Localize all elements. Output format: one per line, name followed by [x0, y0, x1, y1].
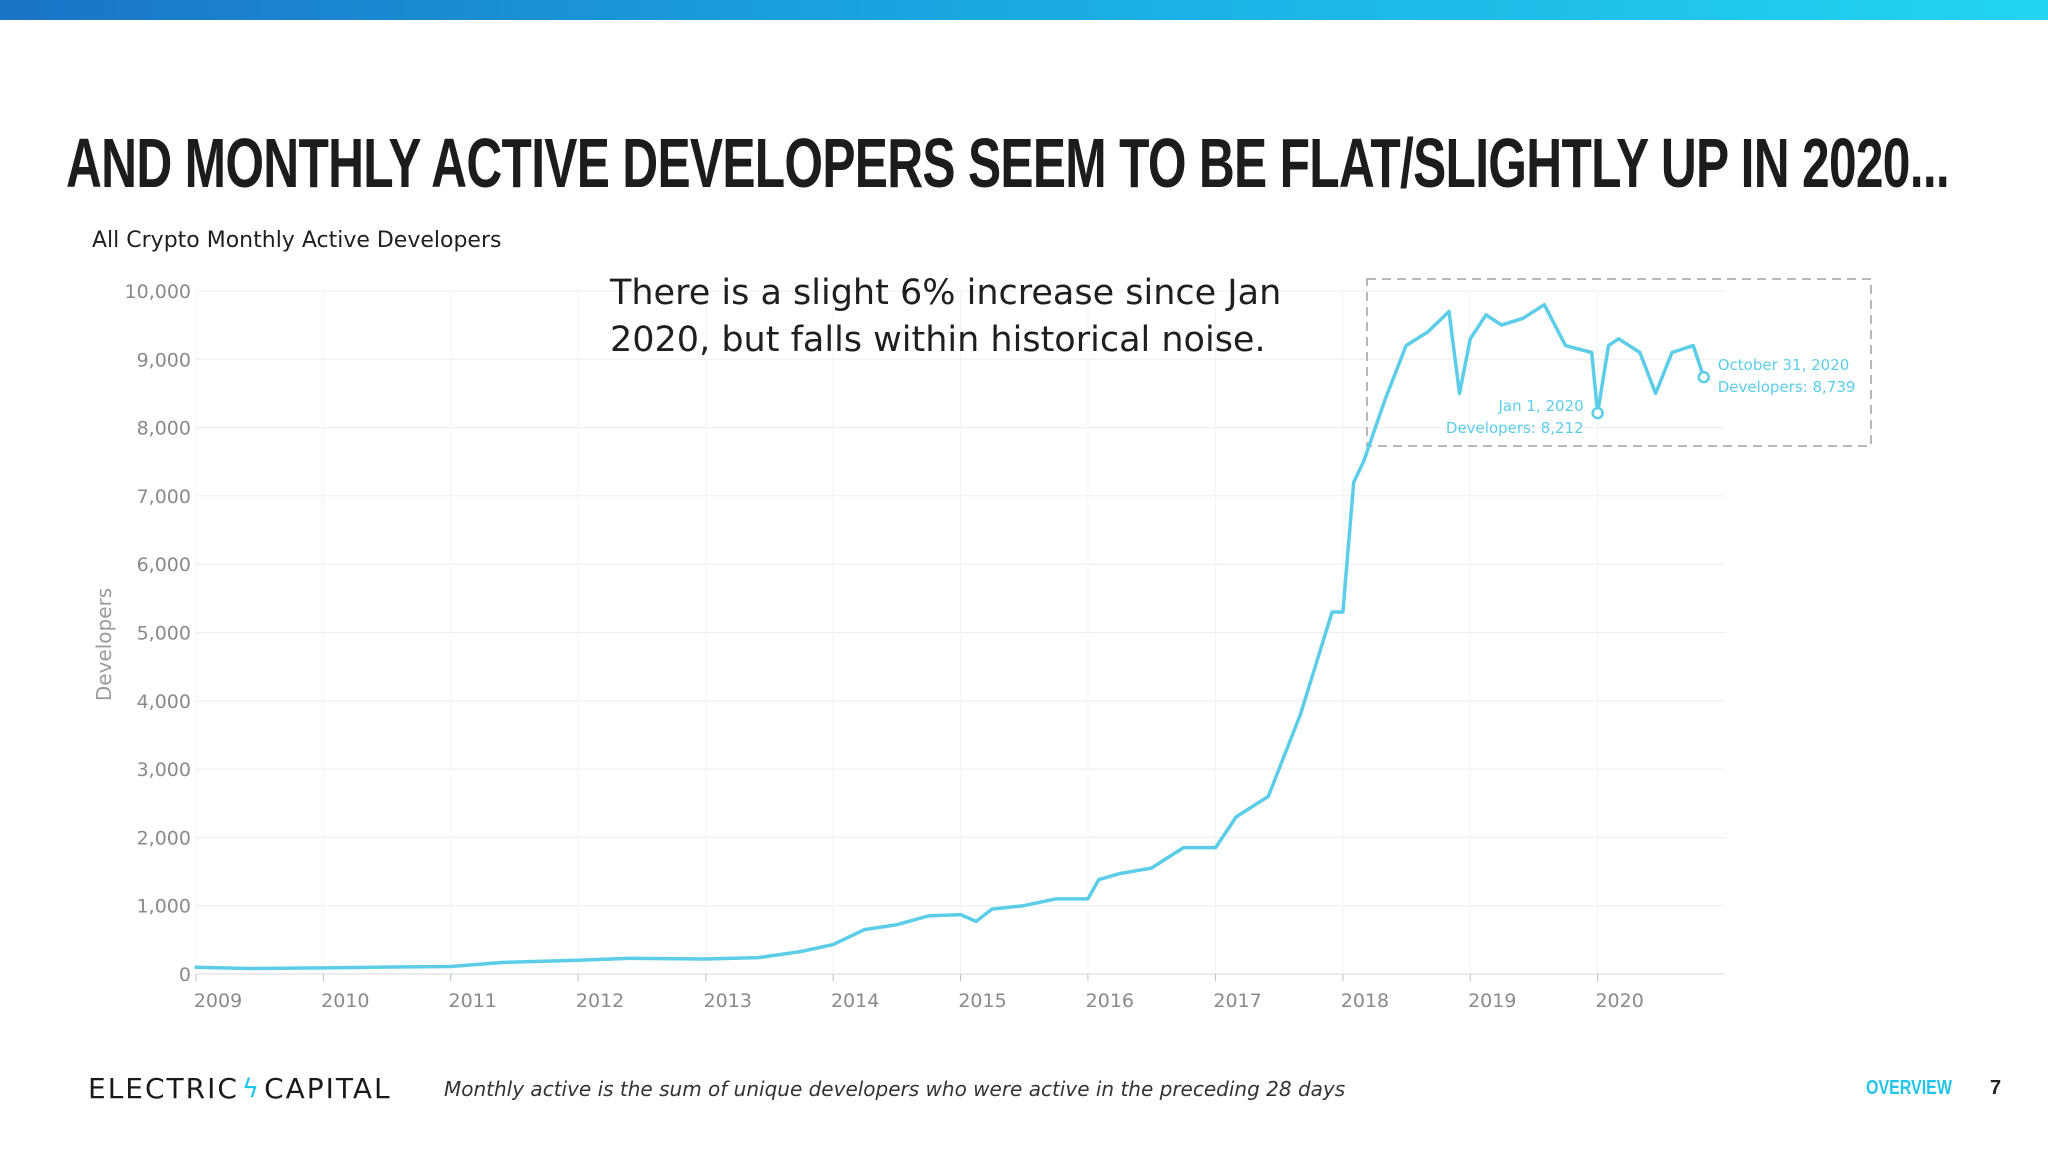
y-tick-label: 0 — [179, 964, 191, 986]
page-number: 7 — [1990, 1077, 2002, 1099]
y-tick-label: 7,000 — [137, 486, 191, 508]
annotation-marker — [1697, 370, 1710, 384]
logo-word-right: CAPITAL — [264, 1072, 392, 1105]
y-tick-label: 5,000 — [137, 623, 191, 645]
y-tick-label: 2,000 — [137, 827, 191, 849]
top-accent-bar — [0, 0, 2048, 20]
x-tick-label: 2020 — [1595, 990, 1643, 1012]
y-tick-label: 4,000 — [137, 691, 191, 713]
annotation-date-label: Jan 1, 2020 — [1497, 397, 1583, 415]
x-tick-label: 2009 — [194, 990, 242, 1012]
annotation-value-label: Developers: 8,739 — [1718, 378, 1856, 396]
annotation-marker — [1591, 406, 1604, 420]
slide-title: And monthly active developers seem to be… — [66, 124, 1950, 202]
x-tick-label: 2011 — [449, 990, 497, 1012]
annotation-text: There is a slight 6% increase since Jan … — [610, 273, 1282, 360]
chart-grid — [195, 290, 1725, 975]
x-tick-label: 2014 — [831, 990, 879, 1012]
lightning-bolt-icon: ϟ — [241, 1073, 262, 1104]
x-tick-label: 2016 — [1086, 990, 1134, 1012]
y-tick-label: 10,000 — [125, 281, 191, 303]
chart-series — [194, 302, 1706, 971]
highlight-box — [1366, 278, 1872, 447]
highlight-box-group — [1366, 278, 1872, 447]
y-axis-title: Developers — [92, 588, 116, 701]
chart-axes: 0 1,000 2,000 3,000 4,000 5,000 6,000 7,000 8,00… — [92, 281, 1725, 1012]
footer-note: Monthly active is the sum of unique deve… — [444, 1077, 1346, 1101]
x-tick-label: 2010 — [321, 990, 369, 1012]
y-tick-label: 6,000 — [137, 554, 191, 576]
y-tick-label: 8,000 — [137, 418, 191, 440]
chart-title: All Crypto Monthly Active Developers — [92, 228, 502, 253]
company-logo: ELECTRIC ϟ CAPITAL — [88, 1072, 392, 1105]
y-tick-label: 1,000 — [137, 896, 191, 918]
x-tick-label: 2015 — [958, 990, 1006, 1012]
x-tick-label: 2017 — [1213, 990, 1261, 1012]
x-tick-label: 2013 — [704, 990, 752, 1012]
section-label: OVERVIEW — [1866, 1077, 1952, 1099]
x-tick-label: 2018 — [1341, 990, 1389, 1012]
y-tick-label: 3,000 — [137, 759, 191, 781]
annotation-value-label: Developers: 8,212 — [1446, 419, 1584, 437]
x-tick-label: 2012 — [576, 990, 624, 1012]
annotation-date-label: October 31, 2020 — [1718, 356, 1850, 374]
logo-word-left: ELECTRIC — [88, 1072, 239, 1105]
y-tick-label: 9,000 — [137, 349, 191, 371]
series-line — [194, 302, 1706, 971]
chart-annotations: Jan 1, 2020 Developers: 8,212 October 31, … — [1446, 356, 1856, 437]
x-tick-label: 2019 — [1468, 990, 1516, 1012]
